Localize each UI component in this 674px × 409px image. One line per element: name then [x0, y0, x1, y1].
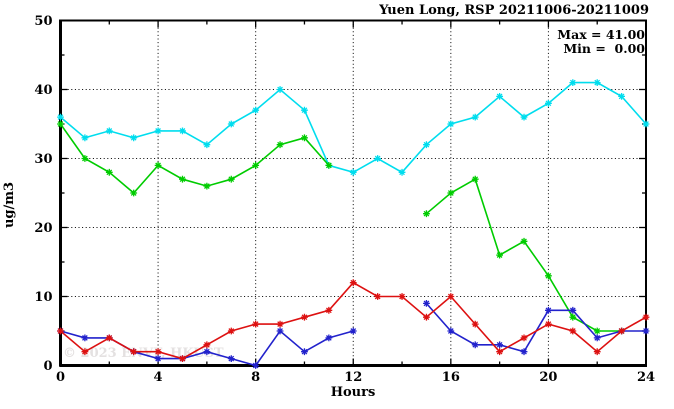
y-tick-label: 30	[34, 152, 52, 167]
annotation-min: Min = 0.00	[563, 41, 645, 56]
plot-frame	[59, 19, 647, 367]
x-axis-label: Hours	[331, 385, 376, 400]
axis-ticks	[60, 20, 646, 366]
x-tick-label: 0	[56, 370, 65, 385]
series-layer	[57, 79, 650, 369]
x-tick-label: 16	[442, 370, 460, 385]
series-line-series-green	[59, 123, 622, 332]
series-markers-series-red	[57, 279, 650, 362]
y-tick-label: 10	[34, 290, 52, 305]
plot-border	[59, 19, 647, 367]
y-tick-label: 20	[34, 221, 52, 236]
gridlines	[60, 20, 646, 366]
x-tick-label: 24	[637, 370, 655, 385]
x-tick-label: 4	[154, 370, 163, 385]
y-tick-labels: 0 10 20 30 40 50	[34, 14, 52, 374]
series-markers-series-green	[57, 120, 626, 335]
y-tick-label: 50	[34, 14, 52, 29]
x-tick-labels: 0 4 8 12 16 20 24	[56, 370, 655, 385]
y-axis-label: ug/m3	[2, 182, 17, 228]
y-tick-label: 40	[34, 83, 52, 98]
x-tick-label: 20	[539, 370, 557, 385]
x-tick-label: 8	[251, 370, 260, 385]
annotation-max: Max = 41.00	[557, 27, 645, 42]
chart-title: Yuen Long, RSP 20211006-20211009	[378, 3, 649, 18]
x-tick-label: 12	[344, 370, 362, 385]
y-tick-label: 0	[43, 359, 52, 374]
